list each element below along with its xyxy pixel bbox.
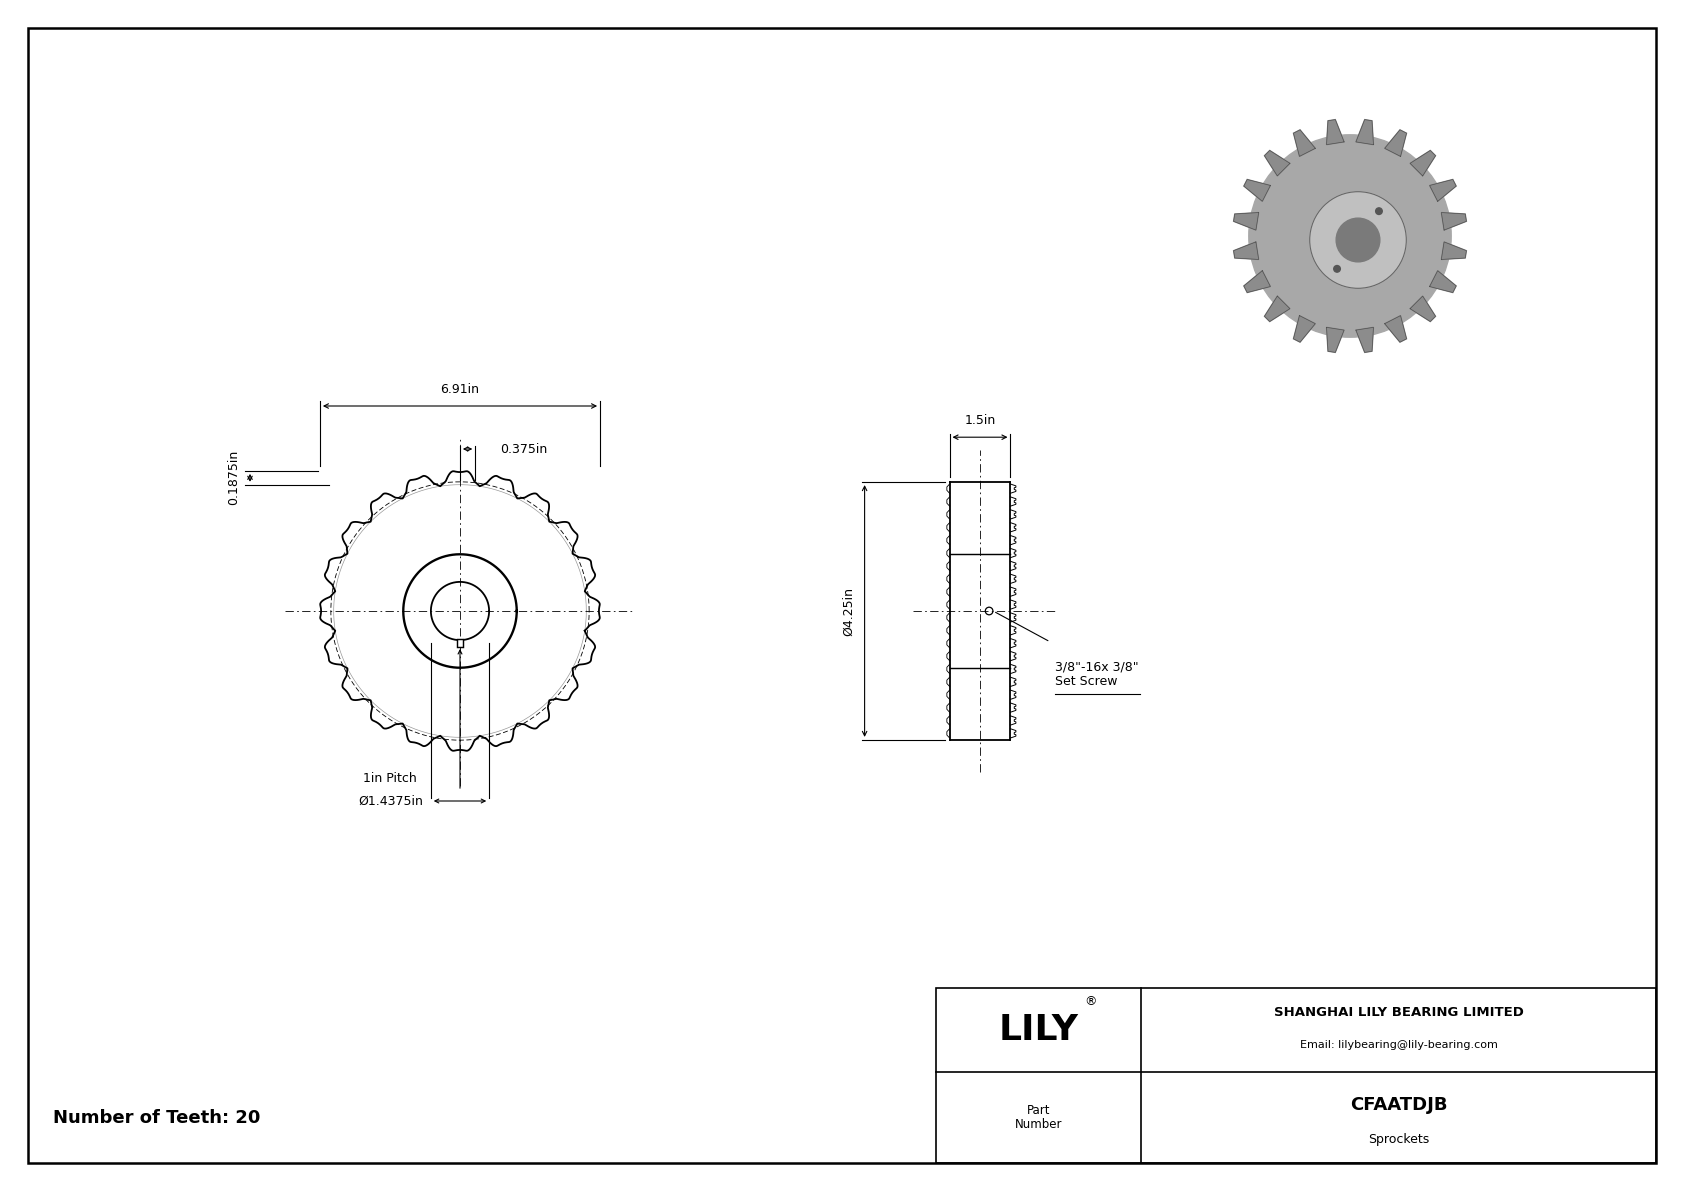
Bar [456,640,463,647]
Polygon shape [1293,130,1315,156]
Circle shape [1334,266,1340,272]
Polygon shape [1410,297,1435,322]
Text: Number of Teeth: 20: Number of Teeth: 20 [52,1109,261,1127]
Text: Ø4.25in: Ø4.25in [842,586,854,636]
Text: 1.5in: 1.5in [965,414,995,428]
Text: Email: lilybearing@lily-bearing.com: Email: lilybearing@lily-bearing.com [1300,1040,1497,1050]
Polygon shape [1234,242,1258,260]
Polygon shape [1234,212,1258,230]
Text: 0.1875in: 0.1875in [227,450,241,505]
Text: Ø1.4375in: Ø1.4375in [359,794,423,807]
Text: Part
Number: Part Number [1015,1104,1063,1131]
Text: ®: ® [1084,996,1096,1009]
Circle shape [1250,135,1452,337]
Polygon shape [1410,150,1435,176]
Polygon shape [1430,270,1457,293]
Polygon shape [1293,316,1315,342]
Polygon shape [1265,297,1290,322]
Circle shape [1310,192,1406,288]
Polygon shape [1327,328,1344,353]
Polygon shape [1327,119,1344,144]
Polygon shape [1442,242,1467,260]
Polygon shape [1244,180,1270,201]
Polygon shape [1265,150,1290,176]
Circle shape [1376,208,1383,214]
Text: SHANGHAI LILY BEARING LIMITED: SHANGHAI LILY BEARING LIMITED [1273,1005,1524,1018]
Text: CFAATDJB: CFAATDJB [1351,1097,1447,1115]
Circle shape [1335,218,1379,262]
Bar [936,989,1655,1162]
Polygon shape [1384,130,1406,156]
Text: 6.91in: 6.91in [441,384,480,395]
Polygon shape [1430,180,1457,201]
Text: 1in Pitch: 1in Pitch [364,773,418,786]
Polygon shape [1356,119,1374,144]
Polygon shape [1442,212,1467,230]
Text: 3/8"-16x 3/8"
Set Screw: 3/8"-16x 3/8" Set Screw [1056,660,1138,688]
Polygon shape [1356,328,1374,353]
Text: LILY: LILY [999,1014,1078,1047]
Polygon shape [1384,316,1406,342]
Text: 0.375in: 0.375in [500,443,547,455]
Text: Sprockets: Sprockets [1367,1133,1430,1146]
Polygon shape [1244,270,1270,293]
